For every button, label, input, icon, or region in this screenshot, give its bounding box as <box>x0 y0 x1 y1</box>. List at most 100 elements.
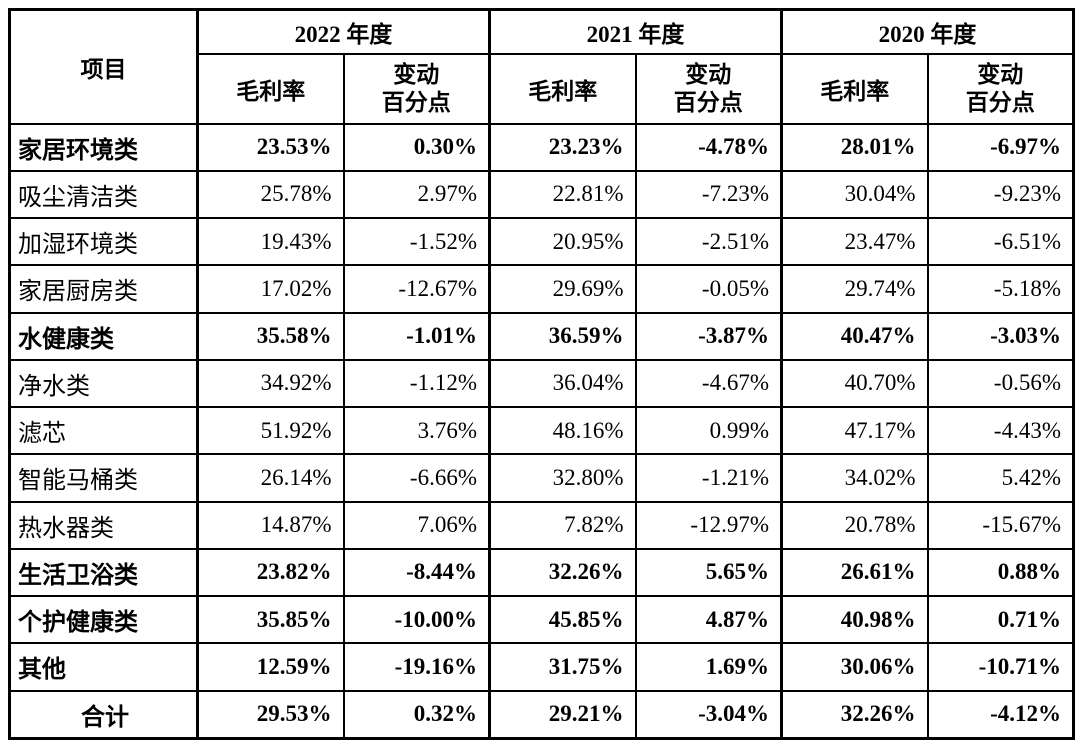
cell-2022-change-pct: 0.32% <box>342 689 491 740</box>
cell-2021-gross-margin: 36.59% <box>488 311 637 361</box>
cell-2021-change-pct: -7.23% <box>634 169 783 220</box>
cell-2022-change-pct: -1.01% <box>342 311 491 361</box>
gross-margin-table: 项目 2022 年度 2021 年度 2020 年度 毛利率 变动 百分点 毛利… <box>8 8 1075 740</box>
cell-2020-change-pct: -9.23% <box>926 169 1075 220</box>
cell-2022-change-pct: 7.06% <box>342 500 491 550</box>
cell-2022-change-pct: -12.67% <box>342 264 491 314</box>
cell-2021-change-pct: 0.99% <box>634 405 783 456</box>
cell-2020-gross-margin: 34.02% <box>780 453 929 503</box>
cell-2020-change-pct: -6.97% <box>926 122 1075 172</box>
cell-2020-gross-margin: 32.26% <box>780 689 929 740</box>
table-body: 家居环境类 23.53% 0.30% 23.23% -4.78% 28.01% … <box>8 122 1075 740</box>
table-row: 水健康类 35.58% -1.01% 36.59% -3.87% 40.47% … <box>8 311 1075 361</box>
cell-2022-change-pct: -8.44% <box>342 547 491 598</box>
row-label: 家居环境类 <box>8 122 199 172</box>
cell-2020-gross-margin: 40.70% <box>780 358 929 409</box>
cell-2020-change-pct: -0.56% <box>926 358 1075 409</box>
cell-2022-gross-margin: 29.53% <box>196 689 345 740</box>
cell-2022-change-pct: 2.97% <box>342 169 491 220</box>
cell-2020-change-pct: -4.43% <box>926 405 1075 456</box>
cell-2021-gross-margin: 36.04% <box>488 358 637 409</box>
cell-2021-change-pct: -12.97% <box>634 500 783 550</box>
cell-2021-change-pct: 5.65% <box>634 547 783 598</box>
cell-2020-change-pct: 5.42% <box>926 453 1075 503</box>
cell-2021-change-pct: -4.67% <box>634 358 783 409</box>
cell-2020-gross-margin: 26.61% <box>780 547 929 598</box>
cell-2021-change-pct: 1.69% <box>634 642 783 692</box>
cell-2020-gross-margin: 30.06% <box>780 642 929 692</box>
row-label: 水健康类 <box>8 311 199 361</box>
table-row: 合计 29.53% 0.32% 29.21% -3.04% 32.26% -4.… <box>8 689 1075 740</box>
subheader-2022-gross-margin: 毛利率 <box>196 52 345 125</box>
cell-2022-change-pct: -1.12% <box>342 358 491 409</box>
table-row: 家居环境类 23.53% 0.30% 23.23% -4.78% 28.01% … <box>8 122 1075 172</box>
row-label: 生活卫浴类 <box>8 547 199 598</box>
cell-2022-change-pct: -1.52% <box>342 216 491 267</box>
row-label: 智能马桶类 <box>8 453 199 503</box>
cell-2021-gross-margin: 32.26% <box>488 547 637 598</box>
table-row: 生活卫浴类 23.82% -8.44% 32.26% 5.65% 26.61% … <box>8 547 1075 598</box>
cell-2022-gross-margin: 23.53% <box>196 122 345 172</box>
cell-2022-change-pct: 3.76% <box>342 405 491 456</box>
row-label: 吸尘清洁类 <box>8 169 199 220</box>
table-row: 智能马桶类 26.14% -6.66% 32.80% -1.21% 34.02%… <box>8 453 1075 503</box>
table-row: 热水器类 14.87% 7.06% 7.82% -12.97% 20.78% -… <box>8 500 1075 550</box>
subheader-2021-change-pct: 变动 百分点 <box>634 52 783 125</box>
cell-2022-change-pct: -19.16% <box>342 642 491 692</box>
cell-2022-change-pct: 0.30% <box>342 122 491 172</box>
cell-2020-change-pct: -10.71% <box>926 642 1075 692</box>
cell-2020-change-pct: 0.71% <box>926 594 1075 645</box>
row-label: 净水类 <box>8 358 199 409</box>
cell-2020-change-pct: -5.18% <box>926 264 1075 314</box>
cell-2022-gross-margin: 14.87% <box>196 500 345 550</box>
cell-2020-change-pct: -3.03% <box>926 311 1075 361</box>
row-label: 加湿环境类 <box>8 216 199 267</box>
table-row: 滤芯 51.92% 3.76% 48.16% 0.99% 47.17% -4.4… <box>8 405 1075 456</box>
cell-2022-change-pct: -10.00% <box>342 594 491 645</box>
cell-2021-change-pct: -3.87% <box>634 311 783 361</box>
cell-2022-gross-margin: 26.14% <box>196 453 345 503</box>
gross-margin-table-container: 项目 2022 年度 2021 年度 2020 年度 毛利率 变动 百分点 毛利… <box>8 8 1075 740</box>
subheader-2020-gross-margin: 毛利率 <box>780 52 929 125</box>
table-row: 其他 12.59% -19.16% 31.75% 1.69% 30.06% -1… <box>8 642 1075 692</box>
cell-2020-gross-margin: 40.47% <box>780 311 929 361</box>
row-label: 合计 <box>8 689 199 740</box>
subheader-2020-change-pct: 变动 百分点 <box>926 52 1075 125</box>
cell-2021-change-pct: -2.51% <box>634 216 783 267</box>
cell-2022-gross-margin: 25.78% <box>196 169 345 220</box>
table-row: 吸尘清洁类 25.78% 2.97% 22.81% -7.23% 30.04% … <box>8 169 1075 220</box>
cell-2021-gross-margin: 31.75% <box>488 642 637 692</box>
row-label: 热水器类 <box>8 500 199 550</box>
cell-2020-gross-margin: 47.17% <box>780 405 929 456</box>
cell-2022-gross-margin: 34.92% <box>196 358 345 409</box>
year-header-2020: 2020 年度 <box>780 8 1075 55</box>
cell-2020-gross-margin: 40.98% <box>780 594 929 645</box>
cell-2021-gross-margin: 23.23% <box>488 122 637 172</box>
cell-2021-gross-margin: 45.85% <box>488 594 637 645</box>
row-label: 家居厨房类 <box>8 264 199 314</box>
cell-2021-change-pct: -1.21% <box>634 453 783 503</box>
cell-2020-gross-margin: 30.04% <box>780 169 929 220</box>
row-label: 滤芯 <box>8 405 199 456</box>
cell-2020-change-pct: -6.51% <box>926 216 1075 267</box>
cell-2021-gross-margin: 7.82% <box>488 500 637 550</box>
cell-2021-change-pct: -0.05% <box>634 264 783 314</box>
cell-2020-gross-margin: 29.74% <box>780 264 929 314</box>
year-header-2022: 2022 年度 <box>196 8 491 55</box>
cell-2022-gross-margin: 19.43% <box>196 216 345 267</box>
cell-2022-gross-margin: 17.02% <box>196 264 345 314</box>
table-row: 净水类 34.92% -1.12% 36.04% -4.67% 40.70% -… <box>8 358 1075 409</box>
column-header-item: 项目 <box>8 8 199 125</box>
cell-2020-gross-margin: 20.78% <box>780 500 929 550</box>
table-row: 加湿环境类 19.43% -1.52% 20.95% -2.51% 23.47%… <box>8 216 1075 267</box>
cell-2022-gross-margin: 23.82% <box>196 547 345 598</box>
cell-2021-gross-margin: 20.95% <box>488 216 637 267</box>
cell-2022-gross-margin: 12.59% <box>196 642 345 692</box>
cell-2020-gross-margin: 28.01% <box>780 122 929 172</box>
cell-2022-gross-margin: 35.85% <box>196 594 345 645</box>
cell-2022-change-pct: -6.66% <box>342 453 491 503</box>
cell-2021-gross-margin: 22.81% <box>488 169 637 220</box>
cell-2020-change-pct: 0.88% <box>926 547 1075 598</box>
row-label: 其他 <box>8 642 199 692</box>
cell-2020-change-pct: -4.12% <box>926 689 1075 740</box>
